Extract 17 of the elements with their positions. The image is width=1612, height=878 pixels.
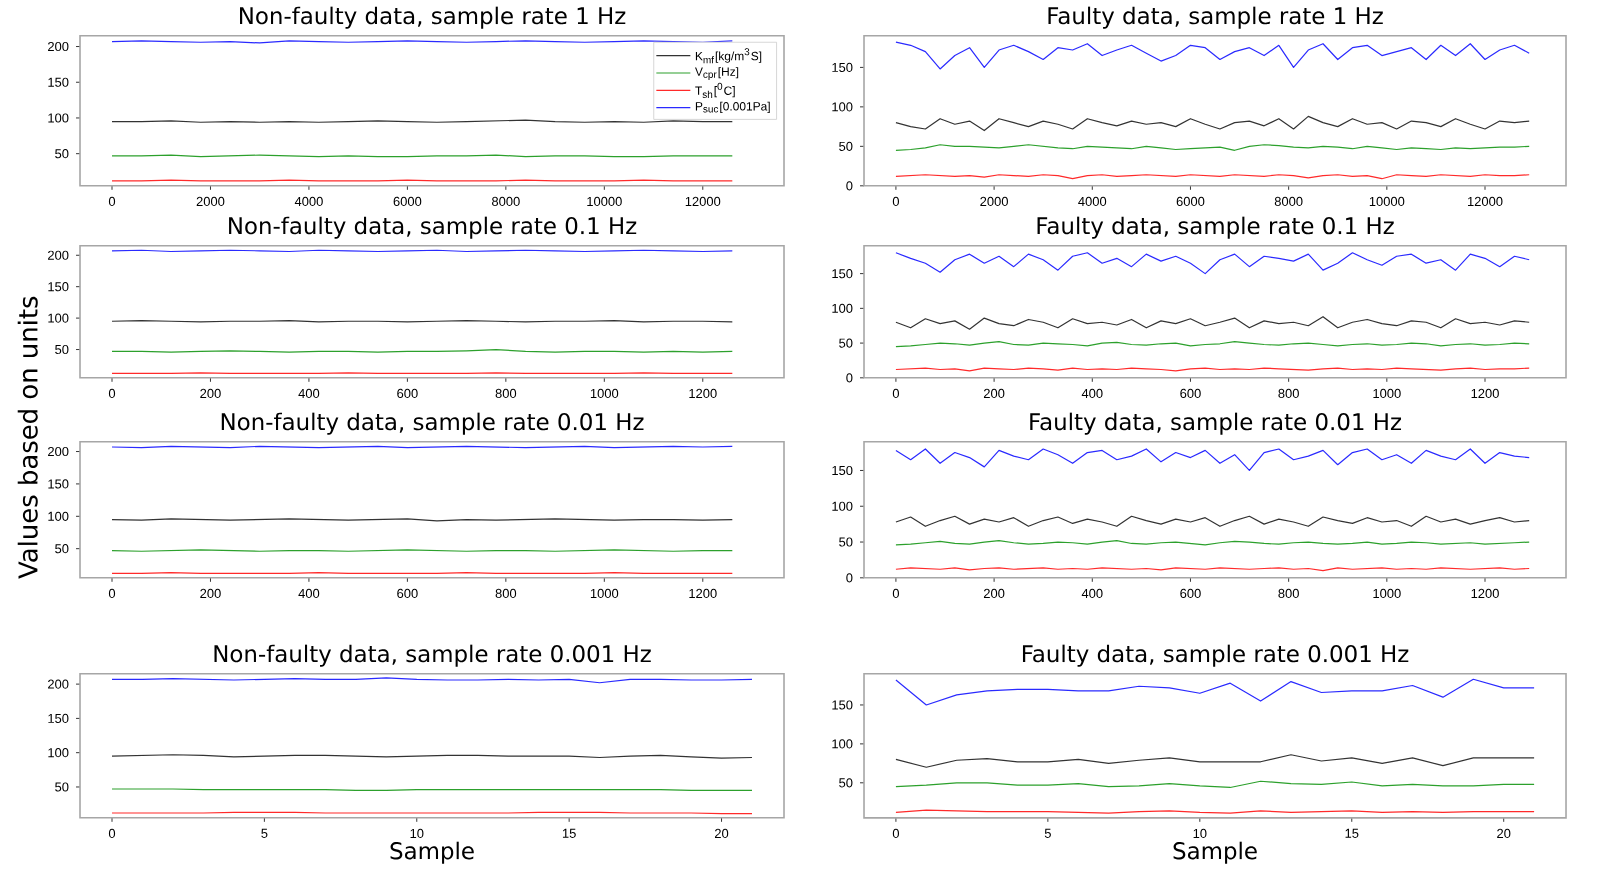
line-series xyxy=(895,115,1530,132)
line-series xyxy=(895,678,1535,706)
line-series xyxy=(895,448,1530,472)
line-series xyxy=(895,41,1530,70)
y-axis-title: Values based on units xyxy=(17,296,38,579)
chart-title: Non-faulty data, sample rate 0.001 Hz xyxy=(214,644,651,667)
line-series xyxy=(895,316,1530,330)
chart-title: Faulty data, sample rate 0.1 Hz xyxy=(1037,216,1394,239)
chart-title: Non-faulty data, sample rate 0.1 Hz xyxy=(229,216,637,239)
chart-title: Faulty data, sample rate 0.001 Hz xyxy=(1022,644,1409,667)
chart-title: Non-faulty data, sample rate 1 Hz xyxy=(240,6,626,29)
x-axis-title: Sample xyxy=(1173,841,1257,864)
chart-title: Non-faulty data, sample rate 0.01 Hz xyxy=(221,412,644,435)
chart-title: Faulty data, sample rate 1 Hz xyxy=(1048,6,1383,29)
line-series xyxy=(895,252,1530,275)
x-axis-title: Sample xyxy=(390,841,474,864)
chart-title: Faulty data, sample rate 0.01 Hz xyxy=(1030,412,1402,435)
